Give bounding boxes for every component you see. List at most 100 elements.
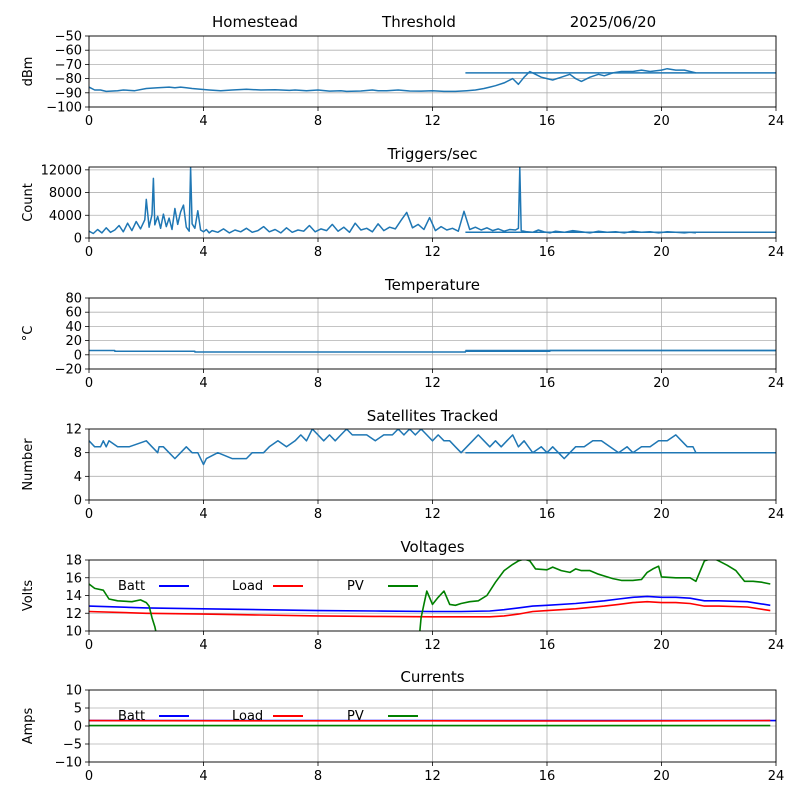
panel-6: 0 4 8 12 16 20 24 −10 −5 0 5 10 Amps Currents Batt Load… [21,668,784,784]
y-tick-label: 16 [65,571,82,586]
panel-5: 0 4 8 12 16 20 24 10 12 14 16 18 Volts Voltages Batt Lo… [21,538,785,653]
figure-header: Homestead Threshold 2025/06/20 [212,13,656,31]
y-axis-label: Number [21,438,36,491]
y-tick-label: 12 [65,423,82,438]
series-line-1 [89,429,697,466]
x-tick-label: 20 [653,638,670,653]
panel-title: Satellites Tracked [367,407,498,425]
legend-label-batt: Batt [118,579,145,594]
x-tick-label: 0 [85,507,93,522]
x-tick-label: 4 [199,638,207,653]
x-tick-label: 12 [424,114,441,129]
x-tick-label: 20 [653,114,670,129]
y-tick-label: 12000 [41,163,82,178]
y-tick-label: −70 [55,58,82,73]
y-tick-label: 12 [65,607,82,622]
y-tick-label: 5 [74,702,82,717]
x-tick-label: 24 [768,376,785,391]
x-tick-label: 4 [199,376,207,391]
x-tick-label: 0 [85,114,93,129]
station-name: Homestead [212,13,298,31]
x-tick-label: 8 [314,114,322,129]
y-tick-label: 18 [65,554,82,569]
y-tick-label: 8 [74,446,82,461]
y-axis-label: Volts [21,580,36,612]
series-line-pv [89,560,771,631]
x-tick-label: 12 [424,376,441,391]
x-tick-label: 0 [85,638,93,653]
y-axis-label: °C [21,326,36,342]
y-tick-label: −60 [55,44,82,59]
legend-label-batt: Batt [118,709,145,724]
x-tick-label: 16 [539,376,556,391]
y-tick-label: −5 [63,738,82,753]
y-tick-label: 10 [65,684,82,699]
x-tick-label: 4 [199,507,207,522]
series-line-1 [89,67,697,93]
x-tick-label: 12 [424,769,441,784]
legend-label-load: Load [232,579,263,594]
y-tick-label: 80 [65,292,82,307]
y-tick-label: −90 [55,86,82,101]
x-tick-label: 8 [314,769,322,784]
x-tick-label: 4 [199,245,207,260]
y-tick-label: 0 [74,348,82,363]
panel-title: Currents [400,668,464,686]
panel-2: 0 4 8 12 16 20 24 0 4000 8000 12000 Count Triggers/s… [21,145,784,260]
panel-title: Temperature [384,276,480,294]
y-tick-label: −100 [46,101,82,116]
x-tick-label: 8 [314,638,322,653]
x-tick-label: 16 [539,638,556,653]
x-tick-label: 12 [424,638,441,653]
threshold-label: Threshold [381,13,456,31]
legend-label-pv: PV [347,579,364,594]
x-tick-label: 8 [314,507,322,522]
panel-1: 0 4 8 12 16 20 24 −100−90−80−70−60−50 dBm [21,30,784,130]
panel-title: Voltages [400,538,464,556]
legend-label-load: Load [232,709,263,724]
y-tick-label: 0 [74,232,82,247]
x-tick-label: 24 [768,114,785,129]
series-line-batt [89,595,771,613]
x-tick-label: 0 [85,769,93,784]
x-tick-label: 20 [653,245,670,260]
y-axis-label: Amps [21,707,36,744]
x-tick-label: 0 [85,245,93,260]
y-tick-label: −80 [55,72,82,87]
x-tick-label: 24 [768,769,785,784]
y-tick-label: 60 [65,306,82,321]
x-tick-label: 16 [539,507,556,522]
x-tick-label: 4 [199,114,207,129]
y-tick-label: 20 [65,334,82,349]
y-axis-label: Count [21,183,36,222]
date-label: 2025/06/20 [570,13,656,31]
y-tick-label: 14 [65,589,82,604]
x-tick-label: 20 [653,769,670,784]
y-tick-label: 4 [74,470,82,485]
y-tick-label: −10 [55,756,82,771]
x-tick-label: 12 [424,245,441,260]
y-tick-label: 4000 [49,209,82,224]
y-tick-label: 8000 [49,186,82,201]
legend-label-pv: PV [347,709,364,724]
y-tick-label: 40 [65,320,82,335]
x-tick-label: 24 [768,638,785,653]
y-tick-label: 0 [74,720,82,735]
x-tick-label: 4 [199,769,207,784]
x-tick-label: 16 [539,769,556,784]
x-tick-label: 24 [768,507,785,522]
x-tick-label: 0 [85,376,93,391]
panel-title: Triggers/sec [387,145,478,163]
x-tick-label: 16 [539,245,556,260]
x-tick-label: 16 [539,114,556,129]
y-tick-label: −50 [55,30,82,45]
y-tick-label: −20 [55,363,82,378]
y-tick-label: 10 [65,625,82,640]
y-axis-label: dBm [21,57,36,87]
x-tick-label: 12 [424,507,441,522]
series-line-1 [89,167,696,235]
